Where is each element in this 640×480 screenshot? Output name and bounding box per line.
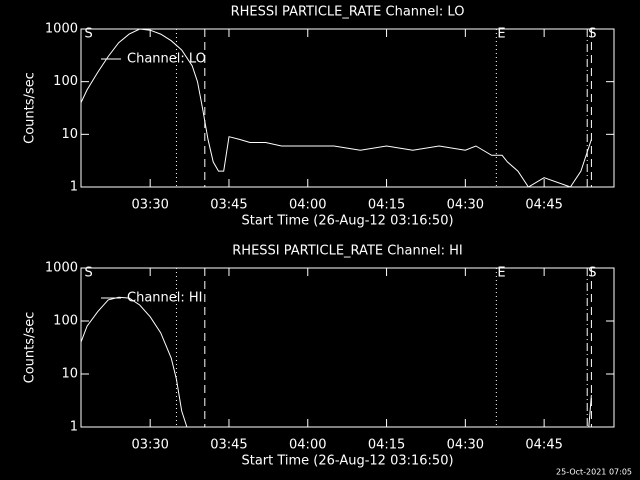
plot-frame (80, 267, 615, 428)
plot-area (81, 29, 592, 187)
legend-label: Channel: HI (127, 291, 203, 306)
plot-area (81, 296, 592, 427)
x-tick-label: 03:45 (210, 438, 247, 453)
data-line (81, 296, 592, 427)
chart-title: RHESSI PARTICLE_RATE Channel: LO (231, 5, 465, 20)
data-line (81, 29, 592, 187)
x-axis-title: Start Time (26-Aug-12 03:16:50) (241, 454, 453, 469)
x-tick-label: 04:30 (447, 198, 484, 213)
x-tick-label: 03:30 (131, 198, 168, 213)
timestamp: 25-Oct-2021 07:05 (556, 468, 632, 477)
y-tick-label: 1000 (45, 261, 78, 276)
marker-label: E (497, 27, 505, 42)
y-axis-title: Counts/sec (23, 72, 38, 144)
y-tick-label: 1 (70, 180, 78, 195)
x-tick-label: 04:30 (447, 438, 484, 453)
marker-label: E (497, 266, 505, 281)
x-tick-label: 03:30 (131, 438, 168, 453)
x-tick-label: 04:15 (368, 198, 405, 213)
x-tick-label: 04:00 (289, 198, 326, 213)
legend-label: Channel: LO (127, 52, 206, 67)
plot-frame (80, 28, 615, 188)
x-axis-title: Start Time (26-Aug-12 03:16:50) (241, 214, 453, 229)
x-tick-label: 04:15 (368, 438, 405, 453)
chart-title: RHESSI PARTICLE_RATE Channel: HI (232, 244, 462, 259)
x-tick-label: 03:45 (210, 198, 247, 213)
x-tick-label: 04:45 (525, 438, 562, 453)
x-tick-label: 04:00 (289, 438, 326, 453)
marker-label: S (588, 27, 596, 42)
y-tick-label: 1 (70, 420, 78, 435)
y-tick-label: 100 (53, 314, 78, 329)
marker-label: S (588, 266, 596, 281)
y-tick-label: 10 (61, 367, 78, 382)
y-tick-label: 100 (53, 74, 78, 89)
y-tick-label: 10 (61, 127, 78, 142)
marker-label: S (84, 27, 92, 42)
y-tick-label: 1000 (45, 22, 78, 37)
x-tick-label: 04:45 (525, 198, 562, 213)
y-axis-title: Counts/sec (23, 312, 38, 384)
marker-label: S (84, 266, 92, 281)
